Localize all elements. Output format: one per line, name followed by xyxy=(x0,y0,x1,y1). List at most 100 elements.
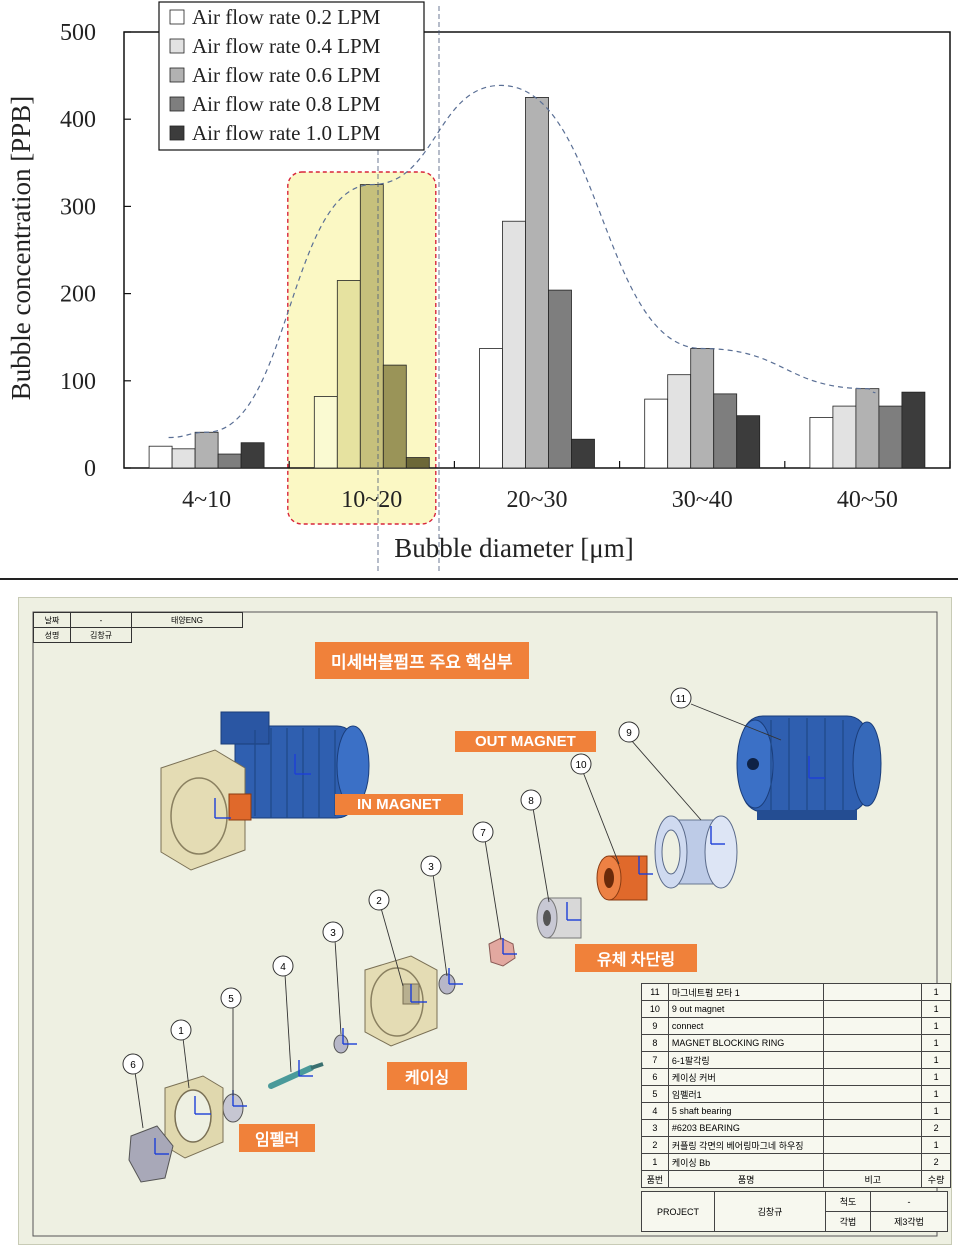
svg-text:3: 3 xyxy=(330,928,336,939)
drawing-header-table: 날짜 - 태양ENG 성명 김창규 xyxy=(33,612,243,643)
parts-row: 7 6-1팔각링 1 xyxy=(641,1051,951,1069)
balloon-11: 11 xyxy=(670,687,692,709)
bar-10~20-series-3 xyxy=(359,184,384,469)
legend-entry: Air flow rate 0.8 LPM xyxy=(192,92,381,116)
parts-cell: 1 xyxy=(921,1136,951,1154)
svg-text:7: 7 xyxy=(480,828,486,839)
parts-cell xyxy=(823,1000,923,1018)
legend-swatch xyxy=(169,38,185,54)
bearing-housing-part xyxy=(364,955,438,1047)
legend-entry: Air flow rate 0.2 LPM xyxy=(192,5,381,29)
bar-40~50-series-1 xyxy=(809,417,834,469)
svg-text:8: 8 xyxy=(528,796,534,807)
parts-list-table: 11 마그네트펌 모타 1 1 10 9 out magnet 1 9 connect 1 8 MA… xyxy=(641,983,951,1188)
bar-20~30-series-4 xyxy=(548,289,572,469)
casing-cover-part xyxy=(128,1125,174,1183)
drawing-border xyxy=(32,611,938,1237)
x-tick-label: 40~50 xyxy=(837,487,898,513)
bar-40~50-series-2 xyxy=(832,405,857,469)
right-motor-fan-cover xyxy=(852,721,882,807)
parts-row: 11 마그네트펌 모타 1 1 xyxy=(641,983,951,1001)
bar-20~30-series-5 xyxy=(571,438,595,469)
svg-text:10: 10 xyxy=(575,760,587,771)
parts-cell: 마그네트펌 모타 1 xyxy=(667,983,825,1001)
bar-30~40-series-2 xyxy=(667,374,692,469)
parts-cell: 5 shaft bearing xyxy=(667,1102,825,1120)
bar-4~10-series-4 xyxy=(217,453,242,469)
casing-label: 케이싱 xyxy=(387,1062,468,1090)
left-motor-assembly xyxy=(160,711,370,871)
balloon-4: 4 xyxy=(272,955,294,977)
bar-30~40-series-5 xyxy=(736,415,761,469)
y-axis-label: Bubble concentration [PPB] xyxy=(6,96,36,400)
balloon-7: 7 xyxy=(472,821,494,843)
legend-entry: Air flow rate 1.0 LPM xyxy=(192,121,381,145)
legend-swatch xyxy=(169,96,185,112)
connect-part xyxy=(654,815,738,889)
header-name-value: 김창규 xyxy=(70,627,132,643)
bars xyxy=(148,97,926,469)
author-name: 김창규 xyxy=(714,1191,826,1232)
parts-cell: 8 xyxy=(641,1034,669,1052)
parts-row: 1 케이싱 Bb 2 xyxy=(641,1153,951,1171)
bar-30~40-series-1 xyxy=(644,398,669,469)
section-divider xyxy=(0,578,958,580)
legend: Air flow rate 0.2 LPM Air flow rate 0.4 L… xyxy=(158,1,425,151)
impeller-label: 임펠러 xyxy=(239,1124,316,1152)
bubble-chart: 0 100 200 300 400 500 4~10 10~20 20~30 30~40 40~5… xyxy=(6,1,951,572)
balloon-8: 8 xyxy=(520,789,542,811)
balloon-9: 9 xyxy=(618,721,640,743)
svg-text:4: 4 xyxy=(280,962,286,973)
bar-10~20-series-4 xyxy=(382,364,407,469)
parts-cell xyxy=(823,1034,923,1052)
y-tick-label: 500 xyxy=(60,20,96,46)
balloon-5: 5 xyxy=(220,987,242,1009)
bar-40~50-series-5 xyxy=(901,391,926,469)
bar-4~10-series-1 xyxy=(148,445,173,469)
fluid-ring-label: 유체 차단링 xyxy=(575,944,698,972)
parts-header-row: 품번 품명 비고 수량 xyxy=(641,1170,951,1188)
parts-cell: 1 xyxy=(921,1068,951,1086)
parts-cell: MAGNET BLOCKING RING xyxy=(667,1034,825,1052)
parts-cell: 10 xyxy=(641,1000,669,1018)
parts-cell: 9 out magnet xyxy=(667,1000,825,1018)
parts-row: 5 임펠러1 1 xyxy=(641,1085,951,1103)
bar-10~20-series-5 xyxy=(405,457,430,469)
right-motor-shaft xyxy=(747,758,759,770)
parts-cell xyxy=(823,1051,923,1069)
parts-cell: 7 xyxy=(641,1051,669,1069)
parts-row: 6 케이싱 커버 1 xyxy=(641,1068,951,1086)
y-axis: 0 100 200 300 400 500 xyxy=(60,20,131,482)
parts-cell xyxy=(823,1136,923,1154)
casing-part xyxy=(164,1075,224,1159)
parts-cell: 9 xyxy=(641,1017,669,1035)
parts-header-name: 품명 xyxy=(667,1170,825,1188)
y-tick-label: 200 xyxy=(60,282,96,308)
drawing-canvas: 11 9 10 8 7 3 2 3 4 5 1 6 xyxy=(32,611,938,1237)
header-company: 태양ENG xyxy=(131,612,243,628)
parts-cell: 3 xyxy=(641,1119,669,1137)
angle-label: 각법 xyxy=(825,1211,871,1232)
parts-cell: 2 xyxy=(641,1136,669,1154)
shaft-part xyxy=(268,1062,324,1089)
y-tick-label: 0 xyxy=(84,456,96,482)
left-motor-terminal-box xyxy=(220,711,270,745)
in-magnet-label: IN MAGNET xyxy=(335,794,464,815)
left-pump-housing xyxy=(160,749,246,871)
x-axis: 4~10 10~20 20~30 30~40 40~50 xyxy=(182,461,951,513)
parts-cell: 2 xyxy=(921,1153,951,1171)
y-tick-label: 400 xyxy=(60,107,96,133)
parts-cell: 6-1팔각링 xyxy=(667,1051,825,1069)
svg-text:6: 6 xyxy=(130,1060,136,1071)
bar-4~10-series-2 xyxy=(171,448,196,469)
bar-20~30-series-3 xyxy=(525,97,549,469)
parts-cell: 커플링 각면의 베어링마그네 하우징 xyxy=(667,1136,825,1154)
balloon-10: 10 xyxy=(570,753,592,775)
exploded-assembly-drawing: 11 9 10 8 7 3 2 3 4 5 1 6 날짜 - 태양ENG 성명 … xyxy=(18,597,952,1245)
bar-30~40-series-3 xyxy=(690,348,715,469)
x-tick-label: 4~10 xyxy=(182,487,231,513)
bar-10~20-series-1 xyxy=(313,396,338,469)
right-motor-assembly xyxy=(736,715,882,820)
header-date-value: - xyxy=(70,612,132,628)
